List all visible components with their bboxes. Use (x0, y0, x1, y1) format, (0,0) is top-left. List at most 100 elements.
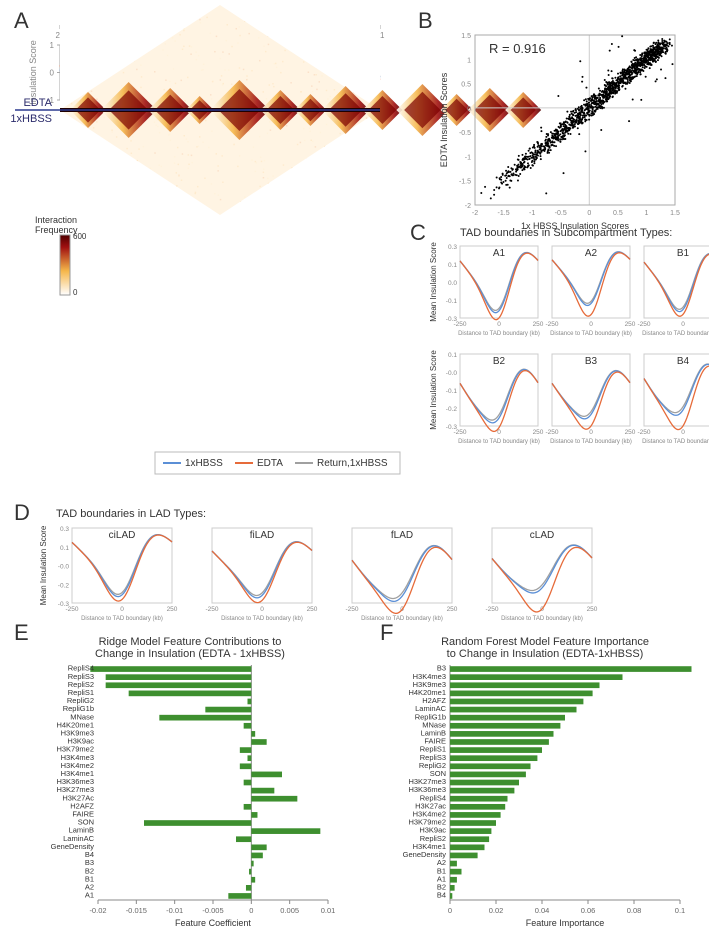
svg-text:-250: -250 (205, 606, 218, 613)
svg-text:1: 1 (644, 210, 648, 217)
svg-text:TAD boundaries in LAD Types:: TAD boundaries in LAD Types: (56, 508, 206, 520)
svg-text:-2: -2 (472, 210, 478, 217)
svg-text:250: 250 (533, 429, 544, 436)
panel-label-C: C (410, 220, 426, 246)
svg-text:-0.1: -0.1 (446, 298, 458, 305)
svg-text:0: 0 (73, 288, 78, 297)
svg-text:0: 0 (260, 606, 264, 613)
svg-text:fLAD: fLAD (391, 530, 413, 541)
svg-text:-0.005: -0.005 (202, 906, 223, 915)
svg-text:0: 0 (587, 210, 591, 217)
svg-text:0: 0 (467, 106, 471, 113)
svg-text:0.5: 0.5 (461, 82, 471, 89)
svg-text:-250: -250 (545, 429, 558, 436)
svg-text:-250: -250 (545, 321, 558, 328)
svg-text:Distance to TAD boundary (kb): Distance to TAD boundary (kb) (458, 439, 540, 445)
svg-text:0.3: 0.3 (448, 244, 457, 251)
svg-text:Distance to TAD boundary (kb): Distance to TAD boundary (kb) (550, 331, 632, 337)
svg-text:0.3: 0.3 (60, 526, 69, 533)
svg-text:0: 0 (589, 429, 593, 436)
panel-label-F: F (380, 620, 393, 646)
svg-text:Distance to TAD boundary (kb): Distance to TAD boundary (kb) (642, 331, 709, 337)
svg-text:-0.5: -0.5 (459, 130, 471, 137)
svg-text:Feature Importance: Feature Importance (526, 918, 605, 928)
svg-text:1.5: 1.5 (461, 33, 471, 40)
svg-text:B3: B3 (585, 356, 598, 367)
svg-text:250: 250 (167, 606, 178, 613)
svg-text:250: 250 (587, 606, 598, 613)
svg-text:-0.02: -0.02 (89, 906, 106, 915)
svg-text:-0.01: -0.01 (166, 906, 183, 915)
svg-text:0: 0 (249, 906, 253, 915)
svg-text:0.1: 0.1 (675, 906, 685, 915)
svg-text:0.04: 0.04 (535, 906, 550, 915)
svg-text:250: 250 (307, 606, 318, 613)
svg-text:A1: A1 (493, 248, 506, 259)
svg-text:Mean Insulation Score: Mean Insulation Score (429, 242, 438, 322)
svg-text:B4: B4 (437, 891, 446, 900)
svg-text:ciLAD: ciLAD (109, 530, 136, 541)
svg-text:Distance to TAD boundary (kb): Distance to TAD boundary (kb) (221, 616, 303, 622)
svg-text:-0.2: -0.2 (58, 582, 70, 589)
svg-text:1: 1 (467, 57, 471, 64)
svg-text:-250: -250 (453, 321, 466, 328)
svg-text:R = 0.916: R = 0.916 (489, 41, 546, 56)
svg-text:0.1: 0.1 (448, 352, 457, 359)
svg-text:-0.0: -0.0 (446, 370, 458, 377)
svg-text:Distance to TAD boundary (kb): Distance to TAD boundary (kb) (501, 616, 583, 622)
svg-text:EDTA Insulation Scores: EDTA Insulation Scores (439, 72, 449, 167)
svg-text:-1: -1 (529, 210, 535, 217)
svg-text:-0.0: -0.0 (58, 564, 70, 571)
svg-text:-250: -250 (637, 321, 650, 328)
svg-text:-250: -250 (485, 606, 498, 613)
svg-text:Ridge Model Feature Contributi: Ridge Model Feature Contributions toChan… (95, 636, 285, 660)
svg-text:-250: -250 (65, 606, 78, 613)
svg-text:Mean Insulation Score: Mean Insulation Score (429, 350, 438, 430)
svg-text:0.02: 0.02 (489, 906, 504, 915)
panel-label-E: E (14, 620, 29, 646)
svg-text:A2: A2 (585, 248, 598, 259)
svg-text:Distance to TAD boundary (kb): Distance to TAD boundary (kb) (642, 439, 709, 445)
svg-text:B4: B4 (677, 356, 690, 367)
svg-text:-250: -250 (637, 429, 650, 436)
svg-text:0: 0 (448, 906, 452, 915)
svg-text:InteractionFrequency: InteractionFrequency (35, 215, 78, 235)
svg-text:-0.5: -0.5 (555, 210, 567, 217)
svg-text:EDTA: EDTA (23, 97, 52, 109)
svg-text:-0.1: -0.1 (446, 388, 458, 395)
svg-text:-250: -250 (453, 429, 466, 436)
panel-label-A: A (14, 8, 29, 34)
svg-text:-1: -1 (465, 154, 471, 161)
svg-text:1: 1 (50, 41, 55, 50)
panel-label-D: D (14, 500, 30, 526)
svg-text:Return,1xHBSS: Return,1xHBSS (317, 458, 388, 469)
svg-text:0.005: 0.005 (280, 906, 299, 915)
svg-text:0: 0 (681, 321, 685, 328)
svg-text:0: 0 (589, 321, 593, 328)
svg-text:Distance to TAD boundary (kb): Distance to TAD boundary (kb) (81, 616, 163, 622)
svg-text:-1.5: -1.5 (459, 179, 471, 186)
svg-text:0.1: 0.1 (60, 545, 69, 552)
svg-text:1.5: 1.5 (670, 210, 680, 217)
svg-text:0: 0 (120, 606, 124, 613)
svg-text:250: 250 (625, 429, 636, 436)
svg-text:Feature Coefficient: Feature Coefficient (175, 918, 251, 928)
svg-text:0: 0 (50, 69, 55, 78)
svg-text:B1: B1 (677, 248, 690, 259)
svg-text:1xHBSS: 1xHBSS (10, 113, 52, 125)
svg-text:250: 250 (447, 606, 458, 613)
svg-text:0.0: 0.0 (448, 280, 457, 287)
svg-text:0.5: 0.5 (613, 210, 623, 217)
svg-text:cLAD: cLAD (530, 530, 554, 541)
svg-text:-0.015: -0.015 (126, 906, 147, 915)
svg-text:Mean Insulation Score: Mean Insulation Score (39, 525, 48, 605)
svg-text:0: 0 (681, 429, 685, 436)
svg-text:0: 0 (497, 321, 501, 328)
svg-text:250: 250 (533, 321, 544, 328)
svg-text:-1.5: -1.5 (498, 210, 510, 217)
svg-text:Distance to TAD boundary (kb): Distance to TAD boundary (kb) (550, 439, 632, 445)
svg-text:-0.2: -0.2 (446, 406, 458, 413)
svg-text:B2: B2 (493, 356, 506, 367)
svg-text:Insulation Score: Insulation Score (28, 40, 38, 105)
svg-text:Random Forest Model Feature Im: Random Forest Model Feature Importanceto… (441, 636, 649, 660)
